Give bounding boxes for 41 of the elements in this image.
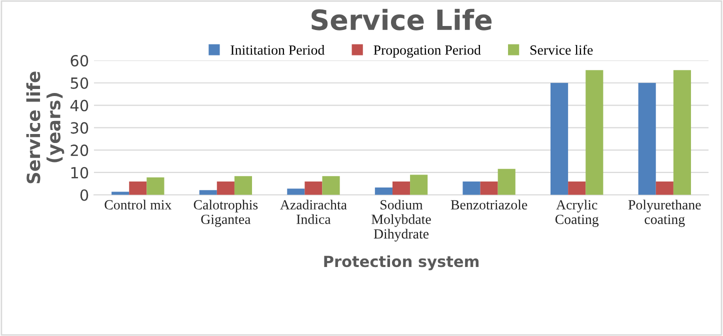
x-tick-label: Azadirachta Indica (280, 200, 347, 224)
bar (498, 168, 516, 195)
y-tick-label: 10 (71, 166, 88, 178)
bar (410, 174, 428, 195)
y-tick-label: 0 (80, 189, 88, 201)
chart-title: Service Life (312, 8, 492, 30)
bar (462, 181, 480, 195)
bar (146, 177, 164, 195)
x-tick-label: Calotrophis Gigantea (194, 200, 258, 227)
x-axis-title: Protection system (324, 255, 479, 270)
bar (656, 181, 674, 195)
legend-label: Inititation Period (230, 44, 325, 55)
bar (234, 176, 252, 195)
bar (568, 181, 586, 195)
y-axis-title: Service life (years) (26, 72, 64, 184)
x-tick-label: Acrylic Coating (555, 200, 599, 227)
y-tick-label: 30 (70, 122, 88, 134)
y-tick-label: 40 (70, 100, 88, 112)
bar (216, 181, 234, 195)
bar (638, 82, 656, 195)
legend-label: Service life (530, 44, 593, 55)
bar (199, 190, 217, 195)
x-tick-label: Sodium Molybdate Dihydrate (372, 200, 431, 242)
y-tick-label: 20 (70, 144, 88, 156)
legend-label: Propogation Period (374, 44, 481, 58)
bar (480, 181, 498, 195)
bar (673, 70, 691, 195)
bar (112, 192, 130, 195)
bar (550, 82, 568, 195)
x-tick-label: Control mix (104, 200, 172, 210)
bar (392, 181, 410, 195)
bar (287, 188, 305, 195)
y-tick-label: 50 (70, 77, 88, 89)
bar (586, 70, 604, 195)
bar (322, 176, 340, 195)
bar (374, 187, 392, 195)
y-tick-label: 60 (70, 54, 88, 66)
bar (304, 181, 322, 195)
x-tick-label: Polyurethane coating (628, 200, 701, 227)
x-tick-label: Benzotriazole (450, 200, 528, 210)
bar (129, 181, 147, 195)
